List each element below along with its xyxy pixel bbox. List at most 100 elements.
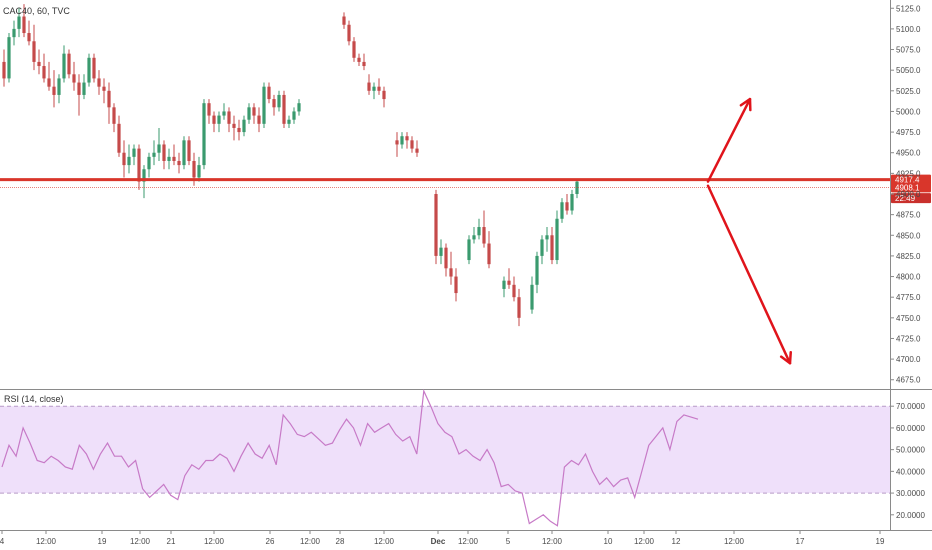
candle-body (272, 99, 276, 108)
price-tick-label: 5125.0 (896, 4, 921, 13)
candle-body (142, 169, 146, 182)
candle-body (112, 107, 116, 124)
time-tick-label: 12:00 (130, 537, 151, 546)
candle-body (444, 247, 448, 269)
candle-body (62, 53, 66, 79)
candle-body (47, 78, 51, 87)
symbol-label: CAC40, 60, TVC (3, 6, 70, 16)
candle-body (192, 160, 196, 178)
candle-body (87, 57, 91, 83)
candle-body (117, 123, 121, 153)
arrows-layer (706, 97, 792, 365)
time-tick-label: 12:00 (204, 537, 225, 546)
candle-body (132, 148, 136, 157)
candle-body (162, 144, 166, 161)
price-tick-label: 5025.0 (896, 87, 921, 96)
candle-body (415, 148, 419, 153)
candle-body (477, 227, 481, 236)
candle-body (187, 140, 191, 161)
candle-body (32, 41, 36, 62)
rsi-tick-label: 40.0000 (896, 467, 925, 476)
candle-body (405, 136, 409, 141)
price-tick-label: 4750.0 (896, 314, 921, 323)
time-tick-label: 5 (506, 537, 511, 546)
candle-body (222, 111, 226, 116)
candle-body (467, 239, 471, 261)
time-tick-label: 19 (98, 537, 107, 546)
candle-body (502, 280, 506, 289)
rsi-tick-label: 60.0000 (896, 424, 925, 433)
candle-body (17, 16, 21, 29)
time-tick-label: 12:00 (724, 537, 745, 546)
candle-body (7, 37, 11, 79)
candle-body (52, 86, 56, 95)
candle-body (22, 16, 26, 34)
candle-body (217, 115, 221, 124)
candle-body (382, 90, 386, 100)
time-tick-label: Dec (431, 537, 446, 546)
candle-body (482, 227, 486, 244)
candle-body (257, 115, 261, 124)
candle-body (67, 53, 71, 75)
candle-body (535, 255, 539, 285)
candle-body (197, 165, 201, 178)
candle-body (565, 202, 569, 211)
time-tick-label: 17 (796, 537, 805, 546)
axes-layer: 4675.0 4700.0 4725.0 4750.0 4775.0 4800.0 4825… (0, 4, 925, 546)
candle-body (232, 123, 236, 128)
time-tick-label: 12:00 (458, 537, 479, 546)
candle-body (545, 235, 549, 240)
candle-body (347, 24, 351, 42)
candle-body (267, 86, 271, 100)
price-tag-label: 4917.4 (895, 176, 920, 185)
candle-body (454, 276, 458, 294)
candle-body (42, 66, 46, 79)
price-tick-label: 4825.0 (896, 252, 921, 261)
candle-body (449, 268, 453, 277)
candle-body (92, 57, 96, 79)
price-tick-label: 4675.0 (896, 376, 921, 385)
candle-body (507, 280, 511, 285)
price-tag-label: 22:49 (895, 194, 916, 203)
candle-body (367, 82, 371, 91)
projection-arrow-up-shaft (706, 97, 752, 183)
candle-body (97, 78, 101, 87)
candle-body (400, 136, 404, 145)
candle-body (472, 235, 476, 240)
price-tick-label: 4850.0 (896, 231, 921, 240)
candle-body (202, 103, 206, 166)
time-tick-label: 19 (876, 537, 885, 546)
time-tick-label: 12:00 (36, 537, 57, 546)
candle-body (12, 28, 16, 38)
candle-body (410, 140, 414, 149)
price-tick-label: 4975.0 (896, 128, 921, 137)
price-tick-label: 5075.0 (896, 46, 921, 55)
time-tick-label: 28 (336, 537, 345, 546)
time-tick-label: 12:00 (300, 537, 321, 546)
candle-body (277, 94, 281, 108)
candle-body (570, 194, 574, 211)
price-tick-label: 4775.0 (896, 293, 921, 302)
candle-body (157, 144, 161, 153)
candle-body (27, 33, 31, 42)
time-tick-label: 12:00 (374, 537, 395, 546)
candle-body (37, 61, 41, 67)
candle-body (237, 127, 241, 133)
price-tick-label: 5050.0 (896, 66, 921, 75)
rsi-label: RSI (14, close) (4, 394, 64, 404)
candle-body (342, 16, 346, 25)
price-tick-label: 4800.0 (896, 273, 921, 282)
candle-body (127, 156, 131, 166)
candle-body (252, 107, 256, 116)
candle-body (72, 74, 76, 83)
candle-body (530, 284, 534, 310)
candles-layer (2, 4, 579, 327)
rsi-tick-label: 70.0000 (896, 402, 925, 411)
time-tick-label: 26 (266, 537, 275, 546)
candle-body (517, 297, 521, 318)
candle-body (352, 41, 356, 58)
candle-body (439, 247, 443, 256)
candle-body (122, 152, 126, 166)
time-tick-label: 12 (672, 537, 681, 546)
